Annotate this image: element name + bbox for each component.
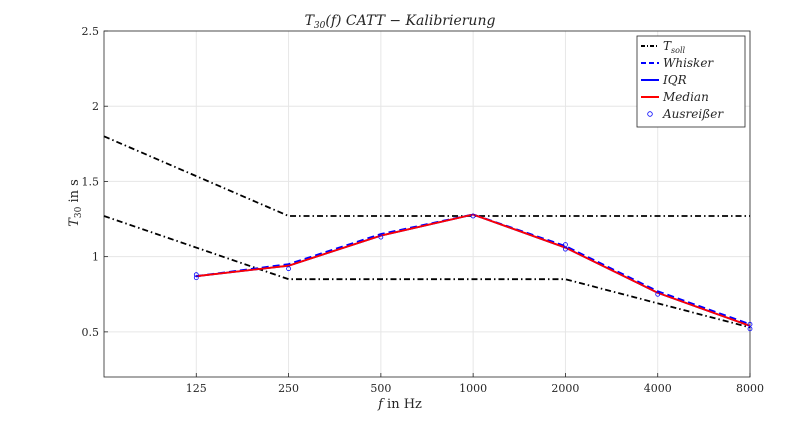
legend-label: Ausreißer [662, 107, 724, 121]
outlier-marker [378, 234, 384, 240]
legend-label: Tsoll [663, 39, 685, 55]
median-line [196, 213, 751, 327]
outlier-marker [563, 242, 568, 248]
tick-labels: 125 250 500 1000 2000 4000 8000 0.5 1 1.5 2 2.5 [82, 25, 765, 395]
outlier-marker [470, 213, 476, 219]
y-tick-label: 0.5 [82, 326, 100, 339]
x-tick-label: 500 [370, 382, 391, 395]
y-tick-label: 1 [92, 251, 99, 264]
y-tick-label: 2 [92, 100, 99, 113]
legend-label: IQR [662, 73, 687, 87]
legend-box [636, 35, 746, 128]
outlier-marker [563, 246, 568, 252]
x-axis-label: f in Hz [377, 397, 422, 412]
whisker-line [196, 213, 751, 326]
x-tick-label: 1000 [459, 382, 487, 395]
y-tick-label: 1.5 [82, 175, 100, 188]
x-tick-label: 8000 [736, 382, 764, 395]
outlier-marker [286, 266, 291, 272]
outlier-marker [747, 326, 753, 332]
outlier-marker [193, 272, 199, 278]
legend-marker [647, 111, 653, 117]
outlier-marker [747, 321, 753, 327]
outlier-marker [193, 275, 199, 281]
x-tick-label: 125 [186, 382, 207, 395]
outlier-marker [655, 291, 661, 297]
y-axis-label: T30 in s [67, 179, 84, 227]
x-tick-label: 4000 [644, 382, 672, 395]
x-tick-label: 2000 [551, 382, 579, 395]
t-soll-upper-line [103, 135, 750, 217]
chart-title: T30(f) CATT − Kalibrierung [305, 13, 496, 31]
y-tick-label: 2.5 [82, 25, 100, 38]
legend-label: Median [662, 90, 709, 104]
x-tick-label: 250 [278, 382, 299, 395]
legend-label: Whisker [663, 56, 714, 70]
plot-lines [103, 135, 753, 332]
plot-area [103, 30, 751, 378]
t-soll-lower-line [103, 215, 751, 329]
